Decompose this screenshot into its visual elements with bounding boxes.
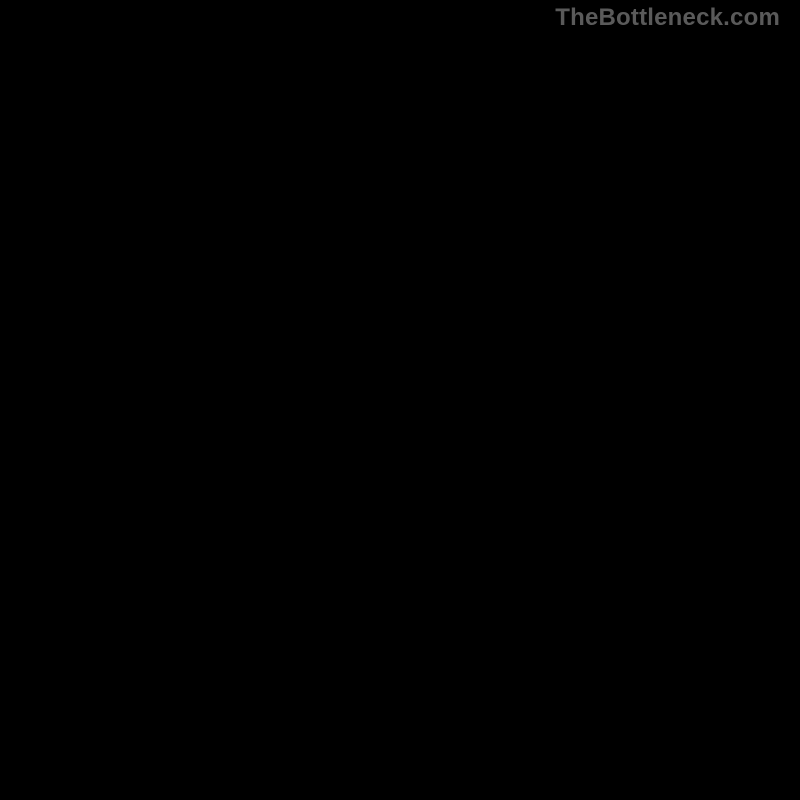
chart-container: TheBottleneck.com bbox=[0, 0, 800, 800]
crosshair-horizontal bbox=[25, 607, 775, 608]
watermark-text: TheBottleneck.com bbox=[555, 4, 780, 32]
heatmap-canvas bbox=[25, 30, 775, 775]
crosshair-marker bbox=[235, 603, 243, 611]
heatmap-plot bbox=[25, 30, 775, 775]
crosshair-vertical bbox=[239, 30, 240, 775]
